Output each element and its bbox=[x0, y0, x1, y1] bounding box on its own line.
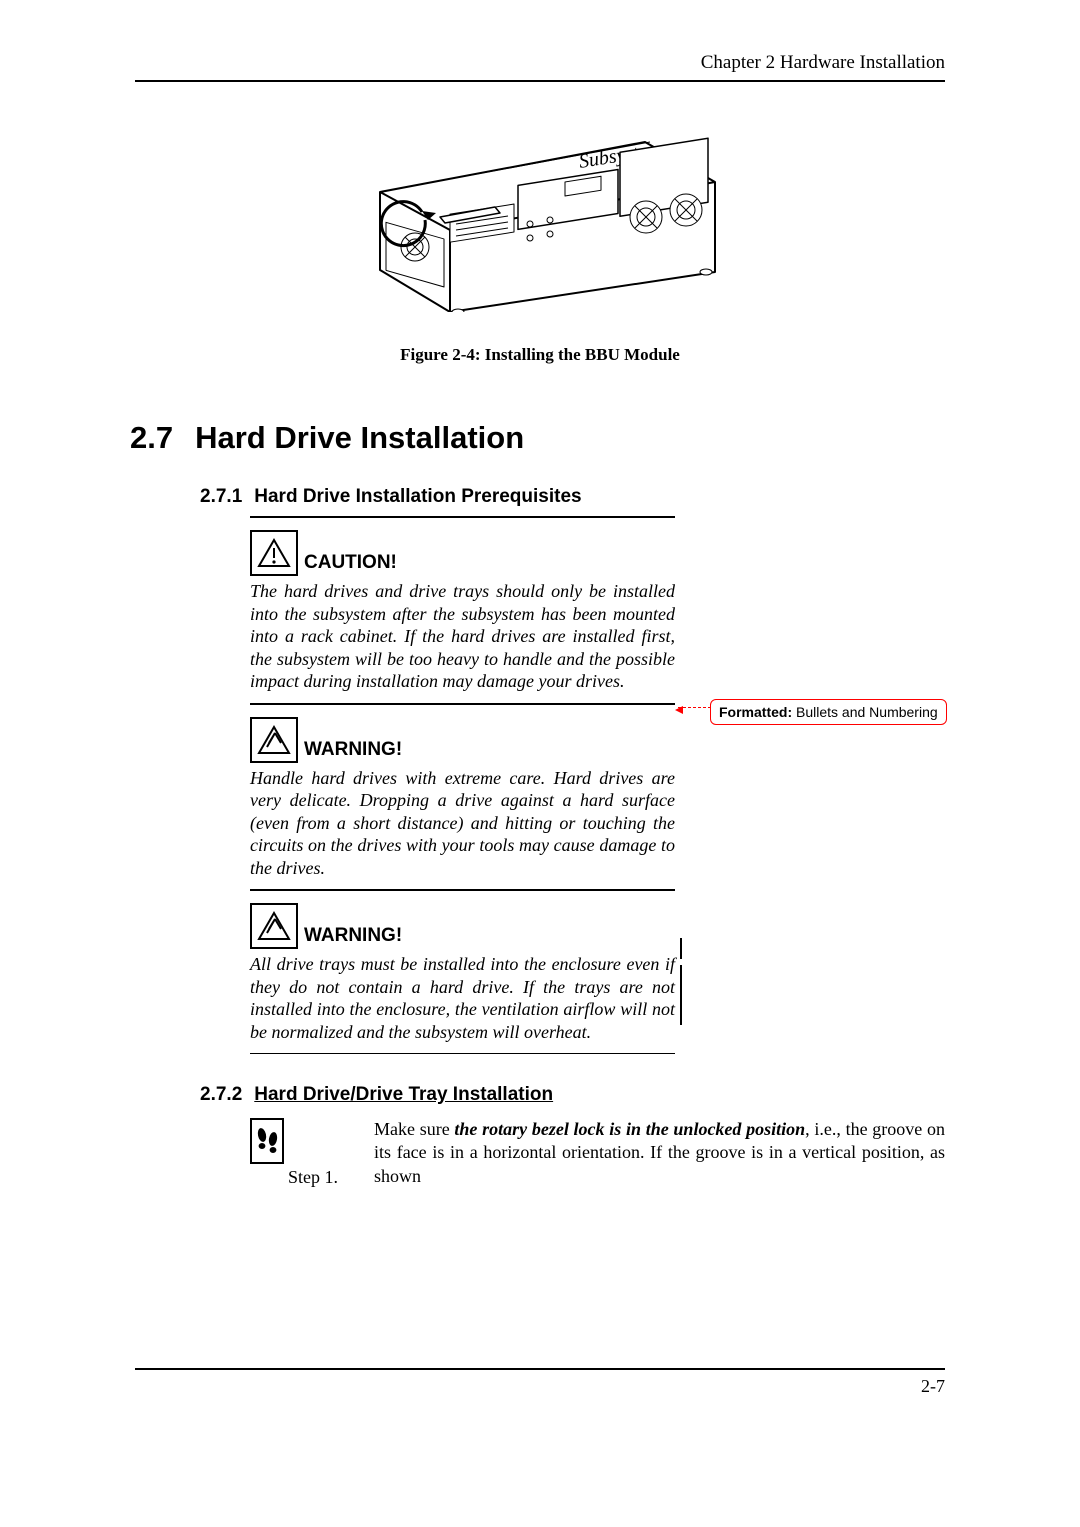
warning-body-2: All drive trays must be installed into t… bbox=[250, 953, 675, 1043]
subsection-number: 2.7.2 bbox=[200, 1084, 242, 1106]
warning-icon bbox=[250, 903, 298, 949]
caution-block: CAUTION! The hard drives and drive trays… bbox=[250, 530, 675, 705]
warning-block-1: WARNING! Handle hard drives with extreme… bbox=[250, 717, 675, 892]
subsection-title-text: Hard Drive/Drive Tray Installation bbox=[254, 1084, 553, 1106]
caution-label: CAUTION! bbox=[304, 552, 397, 576]
section-title-text: Hard Drive Installation bbox=[195, 420, 524, 456]
change-bar bbox=[680, 965, 682, 1025]
warning-label: WARNING! bbox=[304, 925, 402, 949]
section-number: 2.7 bbox=[130, 420, 173, 456]
comment-value: Bullets and Numbering bbox=[796, 704, 938, 720]
subsection-title-text: Hard Drive Installation Prerequisites bbox=[254, 486, 581, 508]
change-bar bbox=[680, 938, 682, 959]
step-emphasis: the rotary bezel lock is in the unlocked… bbox=[454, 1119, 805, 1139]
page-header: Chapter 2 Hardware Installation bbox=[135, 52, 945, 82]
subsection-2-7-1-heading: 2.7.1 Hard Drive Installation Prerequisi… bbox=[200, 486, 1080, 508]
chapter-title: Chapter 2 Hardware Installation bbox=[701, 52, 945, 73]
step-1-row: Step 1. Make sure the rotary bezel lock … bbox=[250, 1118, 945, 1188]
warning-body-1: Handle hard drives with extreme care. Ha… bbox=[250, 767, 675, 880]
step-label: Step 1. bbox=[288, 1167, 374, 1188]
footsteps-icon bbox=[250, 1118, 284, 1164]
warning-block-2: WARNING! All drive trays must be install… bbox=[250, 903, 675, 1054]
subsection-2-7-2-heading: 2.7.2 Hard Drive/Drive Tray Installation bbox=[200, 1084, 1080, 1106]
warning-label: WARNING! bbox=[304, 739, 402, 763]
warning-icon bbox=[250, 717, 298, 763]
subsection-rule bbox=[250, 516, 675, 518]
step-body: Make sure the rotary bezel lock is in th… bbox=[374, 1118, 945, 1188]
bbu-module-illustration: Subsystem bbox=[350, 112, 730, 317]
figure-caption: Figure 2-4: Installing the BBU Module bbox=[135, 345, 945, 365]
section-2-7-heading: 2.7 Hard Drive Installation bbox=[130, 420, 1080, 456]
page-footer: 2-7 bbox=[135, 1368, 945, 1397]
caution-icon bbox=[250, 530, 298, 576]
page-number: 2-7 bbox=[921, 1376, 945, 1396]
figure-2-4: Subsystem bbox=[135, 112, 945, 365]
subsection-number: 2.7.1 bbox=[200, 486, 242, 508]
caution-body: The hard drives and drive trays should o… bbox=[250, 580, 675, 693]
step-lead: Make sure bbox=[374, 1119, 454, 1139]
trackchange-comment: Formatted: Bullets and Numbering bbox=[710, 699, 947, 725]
comment-label: Formatted: bbox=[719, 704, 792, 720]
comment-arrow-icon bbox=[675, 702, 685, 720]
